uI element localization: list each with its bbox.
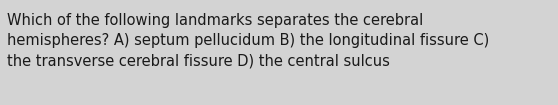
Text: Which of the following landmarks separates the cerebral
hemispheres? A) septum p: Which of the following landmarks separat… — [7, 13, 489, 68]
